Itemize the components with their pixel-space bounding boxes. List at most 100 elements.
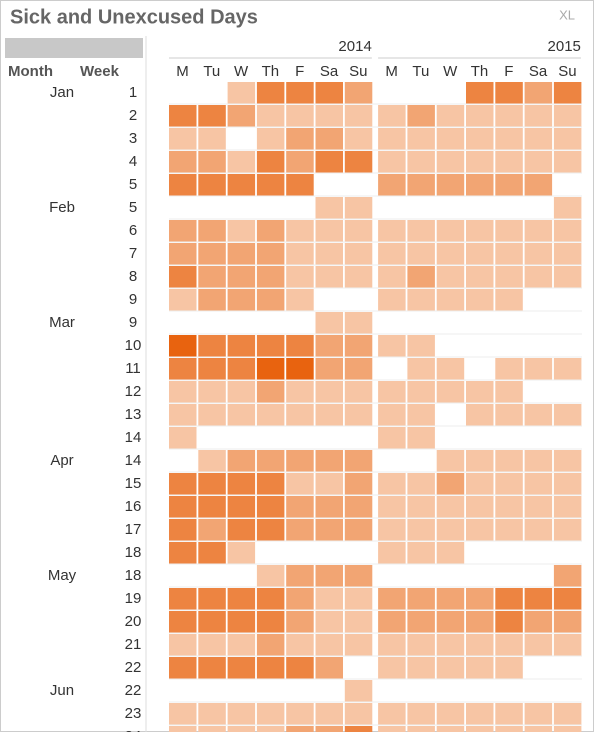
cell — [436, 381, 465, 403]
cell — [169, 588, 197, 610]
cell — [524, 220, 553, 242]
cell — [315, 726, 343, 732]
month-label: Mar — [49, 314, 75, 331]
column-label: Sa — [529, 63, 548, 80]
cell — [227, 611, 256, 633]
cell — [378, 611, 406, 633]
cell — [524, 519, 553, 541]
cell — [315, 519, 343, 541]
cell — [495, 82, 523, 104]
cell — [315, 450, 343, 472]
cell — [286, 565, 314, 587]
cell — [344, 151, 373, 173]
cell — [256, 151, 285, 173]
cell — [344, 611, 373, 633]
cell — [169, 220, 197, 242]
chart-title: Sick and Unexcused Days — [10, 6, 258, 28]
month-label: Jun — [50, 682, 74, 699]
cell — [286, 128, 314, 150]
cell — [256, 82, 285, 104]
cell — [495, 105, 523, 127]
cell — [524, 266, 553, 288]
cell — [378, 128, 406, 150]
cell — [466, 174, 494, 196]
cell — [344, 634, 373, 656]
cell — [256, 404, 285, 426]
cell — [227, 726, 256, 732]
cell — [256, 726, 285, 732]
cell — [378, 542, 406, 564]
cell — [198, 128, 226, 150]
week-label: 10 — [125, 337, 142, 354]
cell — [378, 105, 406, 127]
week-label: 15 — [125, 475, 142, 492]
cell — [315, 703, 343, 725]
cell — [436, 703, 465, 725]
cell — [378, 220, 406, 242]
cell — [286, 634, 314, 656]
cell — [344, 82, 373, 104]
cell — [407, 634, 435, 656]
week-label: 18 — [125, 567, 142, 584]
cell — [553, 703, 582, 725]
cell — [315, 634, 343, 656]
cell — [256, 634, 285, 656]
column-label: M — [385, 63, 398, 80]
cell — [553, 151, 582, 173]
column-label: Th — [471, 63, 489, 80]
cell — [436, 174, 465, 196]
cell — [286, 588, 314, 610]
cell — [436, 358, 465, 380]
cell — [256, 611, 285, 633]
cell — [436, 105, 465, 127]
cell — [169, 289, 197, 311]
cell — [169, 634, 197, 656]
cell — [524, 358, 553, 380]
cell — [524, 703, 553, 725]
cell — [169, 174, 197, 196]
cell — [524, 243, 553, 265]
cell — [495, 657, 523, 679]
column-label: F — [504, 63, 513, 80]
cell — [524, 174, 553, 196]
cell — [495, 289, 523, 311]
column-label: Su — [349, 63, 367, 80]
cell — [436, 542, 465, 564]
cell — [315, 335, 343, 357]
cell — [466, 105, 494, 127]
cell — [256, 289, 285, 311]
cell — [344, 266, 373, 288]
cell — [378, 404, 406, 426]
week-label: 14 — [125, 429, 142, 446]
cell — [256, 657, 285, 679]
cell — [227, 542, 256, 564]
week-label: 24 — [125, 728, 142, 732]
cell — [256, 381, 285, 403]
cell — [198, 151, 226, 173]
cell — [256, 243, 285, 265]
week-label: 20 — [125, 613, 142, 630]
cell — [169, 519, 197, 541]
cell — [553, 358, 582, 380]
cell — [344, 519, 373, 541]
cell — [315, 151, 343, 173]
cell — [198, 496, 226, 518]
cell — [466, 519, 494, 541]
cell — [466, 703, 494, 725]
cell — [407, 404, 435, 426]
cell — [407, 335, 435, 357]
cell — [407, 588, 435, 610]
week-label: 16 — [125, 498, 142, 515]
cell — [378, 174, 406, 196]
cell — [286, 82, 314, 104]
cell — [198, 588, 226, 610]
cell — [466, 381, 494, 403]
cell — [227, 335, 256, 357]
cell — [344, 358, 373, 380]
column-label: Sa — [320, 63, 339, 80]
cell — [286, 381, 314, 403]
week-label: 9 — [129, 291, 137, 308]
cell — [169, 611, 197, 633]
cell — [227, 174, 256, 196]
cell — [256, 335, 285, 357]
